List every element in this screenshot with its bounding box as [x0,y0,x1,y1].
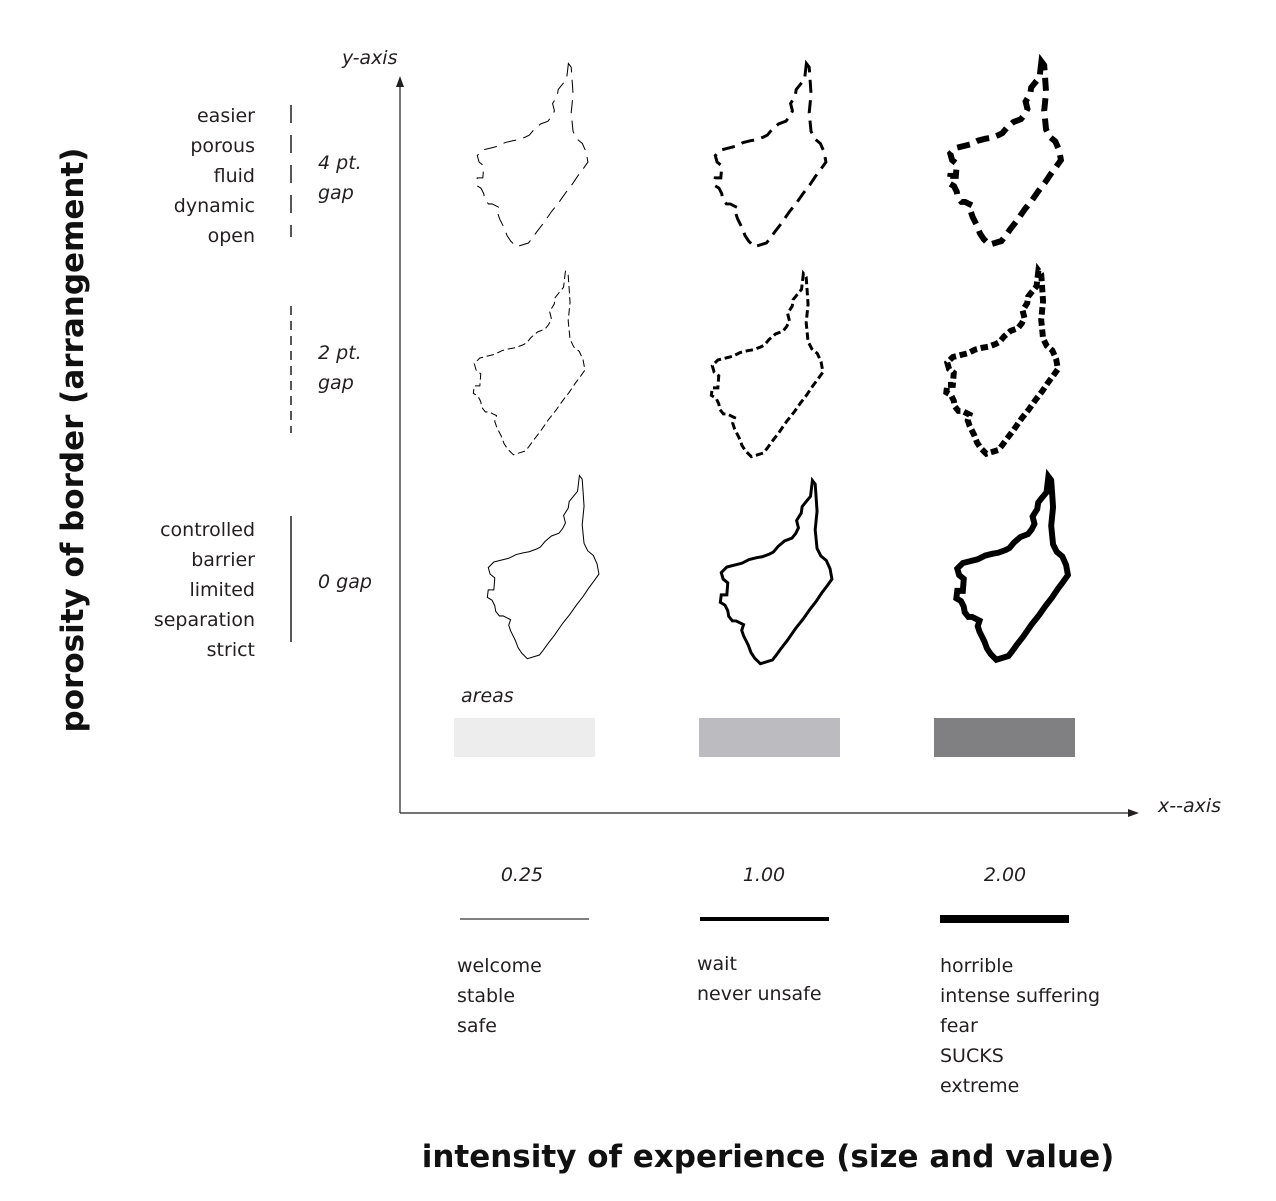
gap-label-line: 2 pt. [318,342,362,364]
controlled-term: separation [153,609,255,631]
experience-term: never unsafe [697,983,822,1005]
x-axis-arrowhead [1128,809,1139,817]
border-shape-2pt-0.25 [472,270,586,456]
border-shape-0gap-0.25 [486,474,600,660]
experience-list-medium: wait never unsafe [697,949,822,1009]
border-shape-4pt-0.25 [475,62,589,248]
weight-value-1.00: 1.00 [742,864,786,886]
controlled-term: strict [206,639,255,661]
border-shape-0gap-2.00 [956,477,1068,660]
controlled-term: barrier [191,549,255,571]
porous-term: open [207,225,255,247]
border-shape-2pt-2.00 [946,271,1058,454]
weight-value-0.25: 0.25 [500,864,544,886]
weight-value-2.00: 2.00 [983,864,1027,886]
gap-label-0: 0 gap [318,567,372,597]
experience-term: SUCKS [940,1045,1004,1067]
experience-term: wait [697,953,737,975]
gap-label-line: 4 pt. [318,152,362,174]
experience-term: intense suffering [940,985,1101,1007]
area-swatch-dark [934,718,1075,757]
areas-label: areas [461,685,514,707]
experience-term: stable [457,985,516,1007]
porous-term: easier [196,105,255,127]
experience-list-high: horrible intense suffering fear SUCKS ex… [940,951,1100,1101]
border-shape-0gap-1.00 [718,479,834,666]
experience-list-low: welcome stable safe [457,951,542,1041]
porous-term: dynamic [173,195,255,217]
gap-label-line: gap [318,182,354,204]
border-shape-4pt-2.00 [949,62,1061,245]
controlled-term: limited [189,579,255,601]
controlled-terms-list: controlled barrier limited separation st… [154,515,255,665]
border-shape-2pt-1.00 [709,272,825,459]
experience-term: safe [457,1015,497,1037]
gap-label-4pt: 4 pt. gap [318,148,362,208]
y-axis-label: y-axis [342,47,398,69]
area-swatch-light [454,718,595,757]
controlled-term: controlled [160,519,255,541]
x-axis-label: x--axis [1158,795,1222,817]
experience-term: fear [940,1015,978,1037]
gap-label-line: gap [318,372,354,394]
porous-term: porous [190,135,255,157]
x-axis-title: intensity of experience (size and value) [421,1139,1115,1175]
experience-term: welcome [457,955,542,977]
gap-label-2pt: 2 pt. gap [318,338,362,398]
experience-term: horrible [940,955,1014,977]
porous-term: fluid [213,165,255,187]
border-shape-4pt-1.00 [712,62,828,249]
area-swatch-medium [699,718,840,757]
porous-terms-list: easier porous fluid dynamic open [174,101,255,251]
experience-term: extreme [940,1075,1020,1097]
y-axis-arrowhead [396,76,404,87]
gap-label-line: 0 gap [318,571,372,593]
